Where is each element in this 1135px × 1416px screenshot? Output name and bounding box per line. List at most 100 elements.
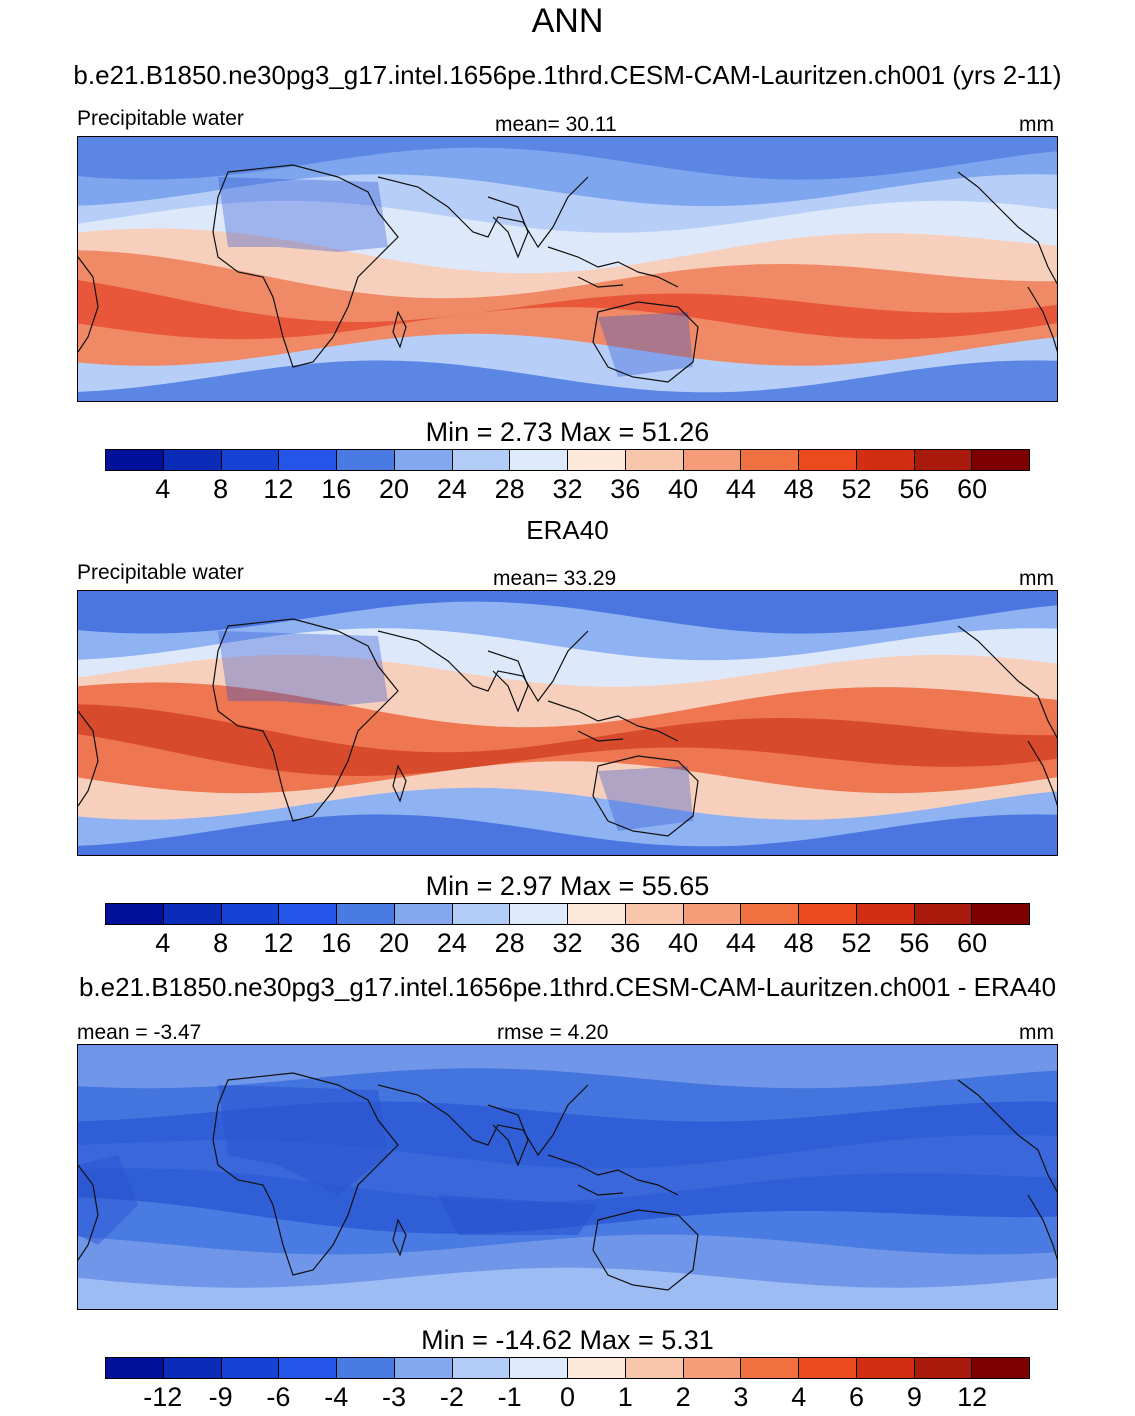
colorbar-swatch (163, 1358, 222, 1378)
colorbar-swatch (394, 1358, 453, 1378)
colorbar-tick-label: 4 (155, 474, 171, 504)
coastline (577, 1184, 624, 1196)
panel-1-variable-label: Precipitable water (77, 107, 244, 130)
colorbar-tick-label: 52 (841, 928, 872, 958)
colorbar-tick-label: 40 (668, 474, 699, 504)
coastline (377, 630, 589, 703)
colorbar-swatch (856, 904, 915, 924)
colorbar-swatch (452, 450, 511, 470)
panel-2-units-label: mm (1019, 567, 1054, 590)
panel-3-units-label: mm (1019, 1021, 1054, 1044)
coastline (1027, 286, 1057, 353)
colorbar-swatch (972, 1358, 1029, 1378)
colorbar-swatch (221, 1358, 280, 1378)
colorbar-tick-label: 40 (668, 928, 699, 958)
coastline (487, 1104, 529, 1167)
colorbar-tick-label: 6 (849, 1382, 865, 1412)
coastline (377, 176, 589, 249)
colorbar-tick-label: 56 (899, 474, 930, 504)
panel-2-minmax: Min = 2.97 Max = 55.65 (425, 871, 710, 901)
colorbar-swatch (279, 1358, 337, 1378)
colorbar-swatch (972, 904, 1029, 924)
coastline (212, 164, 399, 368)
colorbar-swatch (625, 1358, 684, 1378)
coastline (957, 171, 1057, 285)
colorbar-swatch (683, 1358, 742, 1378)
colorbar-swatch (106, 450, 164, 470)
panel-2-map (77, 590, 1058, 856)
colorbar-tick-label: 48 (783, 928, 814, 958)
colorbar-tick-label: -9 (208, 1382, 233, 1412)
field-region-overlay (218, 177, 388, 252)
coastline (577, 276, 624, 288)
panel-3-rmse-label: rmse = 4.20 (497, 1021, 609, 1044)
coastline (212, 618, 399, 822)
colorbar-tick-label: 24 (436, 474, 467, 504)
panel-2-colorbar-ticks: 4 8 12 16 20 24 28 32 36 40 44 48 52 56 60 (0, 928, 1135, 968)
panel-3-colorbar-ticks: -12 -9 -6 -4 -3 -2 -1 0 1 2 3 4 6 9 12 (0, 1382, 1135, 1416)
colorbar-tick-label: 60 (957, 474, 988, 504)
panel-3-subtitle: b.e21.B1850.ne30pg3_g17.intel.1656pe.1th… (78, 972, 1057, 1002)
colorbar-swatch (452, 1358, 511, 1378)
colorbar-tick-label: 12 (263, 928, 294, 958)
colorbar-swatch (799, 904, 857, 924)
colorbar-swatch (741, 904, 799, 924)
colorbar-tick-label: 8 (213, 928, 229, 958)
colorbar-swatch (741, 450, 799, 470)
colorbar-tick-label: 44 (725, 928, 756, 958)
coastline (392, 1218, 407, 1257)
colorbar-tick-label: 28 (494, 474, 525, 504)
colorbar-tick-label: 12 (957, 1382, 988, 1412)
coastline (78, 1164, 99, 1261)
colorbar-swatch (856, 450, 915, 470)
colorbar-tick-label: 16 (321, 474, 352, 504)
coastline (392, 310, 407, 349)
coastline (78, 256, 99, 353)
colorbar-tick-label: 2 (675, 1382, 691, 1412)
coastline (547, 700, 679, 742)
colorbar-swatch (452, 904, 511, 924)
coastline (78, 710, 99, 807)
coastline (212, 1072, 399, 1276)
panel-1-subtitle: b.e21.B1850.ne30pg3_g17.intel.1656pe.1th… (73, 60, 1062, 90)
colorbar-swatch (337, 904, 395, 924)
colorbar-swatch (914, 450, 973, 470)
colorbar-swatch (279, 450, 337, 470)
coastline (547, 1154, 679, 1196)
field-plot (78, 591, 1057, 855)
colorbar-swatch (279, 904, 337, 924)
colorbar-tick-label: 60 (957, 928, 988, 958)
colorbar-swatch (221, 450, 280, 470)
colorbar-swatch (510, 1358, 568, 1378)
field-region-overlay (218, 631, 388, 706)
colorbar-tick-label: 3 (733, 1382, 749, 1412)
colorbar-tick-label: -6 (266, 1382, 291, 1412)
colorbar-swatch (568, 1358, 626, 1378)
panel-1-mean-label: mean= 30.11 (495, 113, 617, 136)
colorbar-swatch (163, 904, 222, 924)
colorbar-tick-label: 28 (494, 928, 525, 958)
colorbar-swatch (972, 450, 1029, 470)
field-plot (78, 137, 1057, 401)
colorbar-swatch (799, 1358, 857, 1378)
colorbar-swatch (163, 450, 222, 470)
coastline (487, 650, 529, 713)
colorbar-swatch (568, 904, 626, 924)
colorbar-tick-label: -2 (439, 1382, 464, 1412)
colorbar-swatch (914, 904, 973, 924)
colorbar-tick-label: 44 (725, 474, 756, 504)
field-contour-band (78, 1267, 1057, 1309)
colorbar-swatch (625, 904, 684, 924)
field-contour-band (78, 814, 1057, 855)
field-region-overlay (78, 1155, 138, 1245)
colorbar-tick-label: 20 (379, 928, 410, 958)
colorbar-tick-label: 32 (552, 474, 583, 504)
colorbar-tick-label: 36 (610, 928, 641, 958)
colorbar-swatch (799, 450, 857, 470)
colorbar-tick-label: -3 (382, 1382, 407, 1412)
panel-3-colorbar (105, 1357, 1030, 1379)
panel-2-colorbar (105, 903, 1030, 925)
field-plot (78, 1045, 1057, 1309)
colorbar-swatch (625, 450, 684, 470)
coastline (577, 730, 624, 742)
